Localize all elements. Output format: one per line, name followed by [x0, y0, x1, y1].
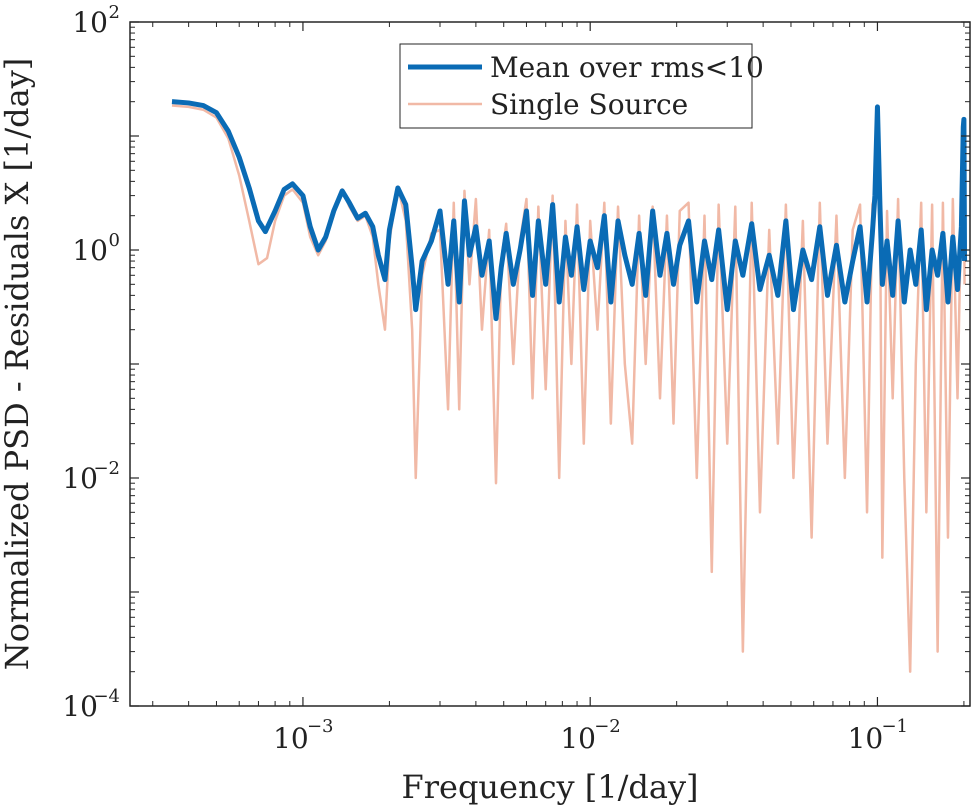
y-tick-base: 10	[72, 234, 108, 267]
x-tick-base: 10	[560, 722, 596, 755]
legend-label-mean: Mean over rms<10	[490, 51, 764, 84]
legend: Mean over rms<10 Single Source	[399, 43, 764, 129]
mean-over-rms-series	[171, 99, 968, 322]
legend-label-single: Single Source	[490, 88, 688, 121]
y-tick-label-1: −210	[62, 458, 120, 495]
x-tick-exponent: −2	[594, 716, 621, 737]
x-tick-exponent: −3	[307, 716, 334, 737]
y-tick-label-2: 010	[72, 230, 120, 267]
x-tick-base: 10	[273, 722, 309, 755]
x-axis-title: Frequency [1/day]	[402, 768, 699, 806]
x-tick-label-1: 10−2	[560, 716, 620, 755]
legend-box	[399, 43, 753, 129]
y-tick-exponent: −2	[93, 458, 120, 479]
y-tick-exponent: −4	[93, 686, 120, 707]
y-tick-base: 10	[72, 6, 108, 39]
y-tick-base: 10	[62, 690, 98, 723]
y-axis-title: Normalized PSD - Residuals X [1/day]	[0, 58, 36, 671]
x-tick-label-2: 10−1	[848, 716, 908, 755]
series-layer	[171, 99, 968, 673]
y-tick-label-3: 210	[72, 2, 120, 39]
y-tick-label-0: −410	[62, 686, 120, 723]
x-tick-exponent: −1	[881, 716, 908, 737]
y-tick-exponent: 0	[109, 230, 120, 251]
y-tick-base: 10	[62, 462, 98, 495]
x-tick-label-0: 10−3	[273, 716, 333, 755]
x-tick-base: 10	[848, 722, 884, 755]
y-tick-exponent: 2	[109, 2, 120, 23]
